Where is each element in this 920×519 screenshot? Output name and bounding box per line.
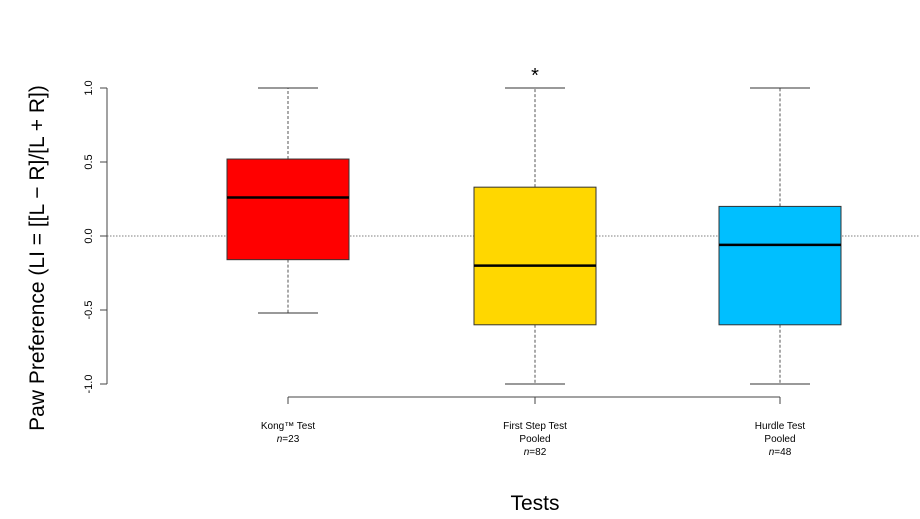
box-rect [718, 205, 842, 326]
x-axis-label: Tests [510, 492, 559, 515]
boxes: * [226, 65, 842, 385]
box-rect [226, 158, 350, 261]
sample-size-label: n=82 [524, 447, 547, 458]
box-rect [473, 186, 597, 326]
sample-size-label: n=23 [277, 434, 300, 445]
y-tick-label: 0.0 [83, 228, 95, 243]
category-label: Hurdle Test [755, 421, 806, 432]
box-2: * [473, 65, 597, 385]
sample-size-label: n=48 [769, 447, 792, 458]
y-tick-label: -1.0 [83, 375, 95, 394]
x-axis: Kong™ Test n=23 First Step Test Pooled n=82 H… [261, 396, 806, 458]
y-axis-label: Paw Preference (LI = [[L − R]/[L + R]) [26, 85, 49, 431]
y-axis: -1.0 -0.5 0.0 0.5 1.0 [83, 80, 108, 394]
box-1 [226, 87, 350, 314]
category-label: Kong™ Test [261, 421, 316, 432]
y-tick-label: 0.5 [83, 154, 95, 169]
significance-annotation: * [531, 65, 539, 87]
category-sublabel: Pooled [764, 434, 795, 445]
y-tick-label: -0.5 [83, 301, 95, 320]
category-sublabel: Pooled [519, 434, 550, 445]
box-3 [718, 87, 842, 385]
y-tick-label: 1.0 [83, 80, 95, 95]
category-label: First Step Test [503, 421, 567, 432]
